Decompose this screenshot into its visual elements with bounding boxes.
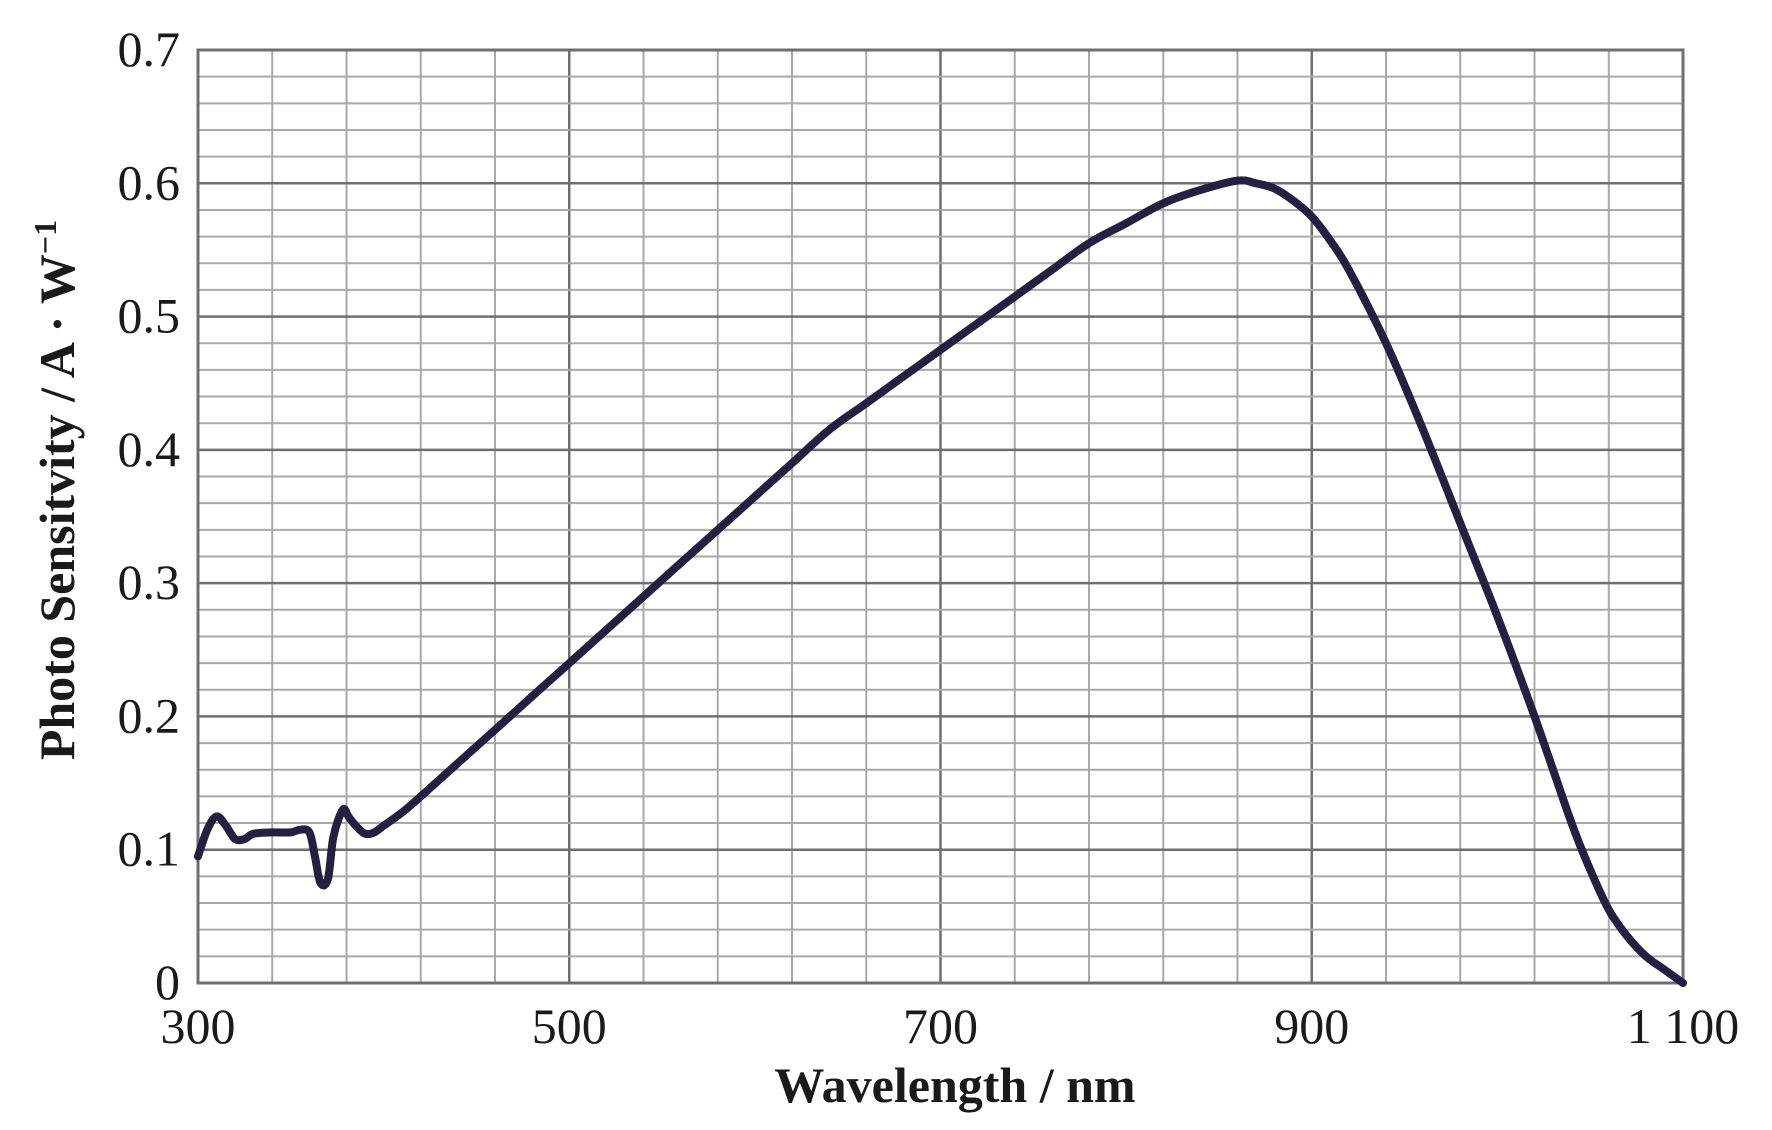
y-tick-label: 0.6 bbox=[118, 154, 181, 210]
y-tick-label: 0 bbox=[155, 954, 180, 1010]
x-tick-label: 900 bbox=[1274, 998, 1349, 1054]
y-tick-label: 0.1 bbox=[118, 821, 181, 877]
y-tick-label: 0.3 bbox=[118, 554, 181, 610]
y-axis-title-superscript: −1 bbox=[27, 220, 63, 254]
x-tick-label: 700 bbox=[903, 998, 978, 1054]
y-tick-labels: 0 0.1 0.2 0.3 0.4 0.5 0.6 0.7 bbox=[118, 21, 181, 1010]
y-tick-label: 0.4 bbox=[118, 421, 181, 477]
y-axis-title-main: Photo Sensitvity / A · W bbox=[29, 254, 85, 760]
y-tick-label: 0.5 bbox=[118, 288, 181, 344]
x-tick-labels: 300 500 700 900 1 100 bbox=[161, 998, 1740, 1054]
x-tick-label: 1 100 bbox=[1627, 998, 1740, 1054]
sensitivity-curve bbox=[194, 176, 1687, 987]
x-tick-label: 300 bbox=[161, 998, 236, 1054]
grid bbox=[196, 48, 1685, 985]
y-tick-label: 0.2 bbox=[118, 687, 181, 743]
y-tick-label: 0.7 bbox=[118, 21, 181, 77]
x-tick-label: 500 bbox=[532, 998, 607, 1054]
y-axis-title: Photo Sensitvity / A · W−1 bbox=[27, 220, 85, 760]
x-axis-title: Wavelength / nm bbox=[774, 1057, 1135, 1113]
plot-frame bbox=[196, 48, 1685, 985]
